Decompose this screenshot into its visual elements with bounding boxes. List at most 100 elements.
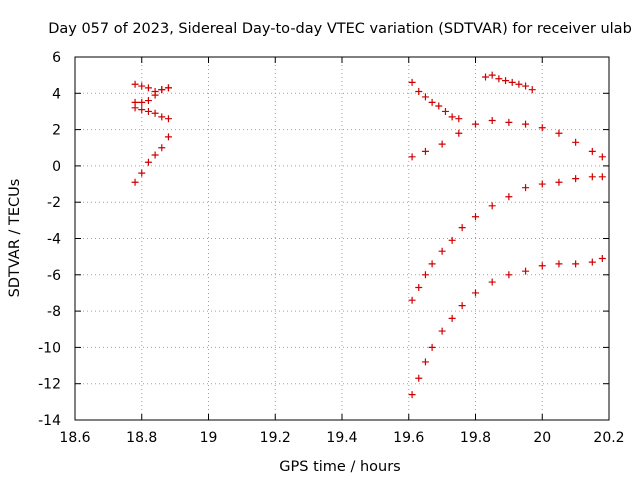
data-point: [415, 374, 423, 382]
data-point: [505, 271, 513, 279]
data-point: [151, 91, 159, 99]
x-axis-label: GPS time / hours: [279, 459, 400, 475]
y-tick-label: -2: [47, 195, 61, 211]
data-point: [588, 173, 596, 181]
y-tick-label: -10: [38, 340, 61, 356]
data-point: [555, 129, 563, 137]
data-point: [455, 129, 463, 137]
data-point: [572, 260, 580, 268]
data-point: [131, 104, 139, 112]
data-point: [131, 80, 139, 88]
data-point: [428, 260, 436, 268]
y-tick-label: 4: [52, 86, 61, 102]
data-point: [164, 115, 172, 123]
y-tick-label: -12: [38, 377, 61, 393]
data-point: [408, 391, 416, 399]
y-tick-label: -8: [47, 304, 61, 320]
x-tick-label: 18.6: [59, 430, 90, 446]
data-point: [428, 98, 436, 106]
data-point: [421, 147, 429, 155]
data-point: [515, 80, 523, 88]
data-point: [438, 327, 446, 335]
data-point: [538, 124, 546, 132]
data-point: [448, 113, 456, 121]
data-point: [522, 82, 530, 90]
data-point: [472, 213, 479, 221]
data-point: [138, 82, 146, 90]
y-tick-label: -4: [47, 232, 61, 248]
data-point: [421, 358, 429, 366]
y-tick-labels: -14 -12 -10 -8 -6 -4 -2 0 2 4 6: [38, 50, 61, 429]
data-point: [555, 178, 563, 186]
data-point: [408, 78, 416, 86]
data-point: [415, 87, 423, 95]
data-point: [144, 84, 152, 92]
data-point: [151, 151, 159, 159]
data-point: [428, 343, 436, 351]
data-point: [158, 144, 166, 152]
data-point: [572, 138, 580, 146]
data-point: [448, 314, 456, 322]
axis-ticks: [74, 56, 610, 421]
data-point: [505, 118, 513, 126]
y-tick-label: 0: [52, 159, 61, 175]
data-point: [522, 120, 530, 128]
y-axis-label: SDTVAR / TECUs: [7, 179, 23, 298]
data-point: [138, 98, 146, 106]
data-point: [438, 247, 446, 255]
x-tick-label: 19.8: [460, 430, 491, 446]
series-track-3: [131, 104, 172, 123]
data-point: [158, 113, 166, 121]
x-tick-label: 19.2: [260, 430, 291, 446]
data-point: [488, 278, 496, 286]
data-point: [495, 75, 503, 83]
data-point: [598, 153, 606, 161]
x-tick-label: 20.2: [593, 430, 624, 446]
data-point: [151, 109, 159, 117]
data-point: [438, 140, 446, 148]
data-point: [131, 178, 139, 186]
data-point: [538, 262, 546, 270]
data-point: [482, 73, 490, 81]
grid-lines: [75, 57, 609, 420]
data-point: [158, 86, 166, 94]
data-point: [458, 224, 466, 232]
data-point: [435, 102, 443, 110]
data-point: [415, 284, 423, 292]
data-point: [144, 158, 152, 166]
series-track-9: [408, 254, 606, 399]
data-point: [408, 296, 416, 304]
data-point: [448, 236, 456, 244]
series-track-7: [408, 117, 606, 161]
data-point: [421, 93, 429, 101]
data-point: [522, 184, 530, 192]
data-point: [164, 133, 172, 141]
data-point: [488, 71, 496, 79]
data-point: [488, 117, 496, 125]
data-point: [522, 267, 530, 275]
series-track-6: [482, 71, 536, 94]
data-point: [441, 107, 449, 115]
data-point: [455, 115, 463, 123]
y-tick-label: 2: [52, 123, 61, 139]
data-point: [472, 289, 479, 297]
data-point: [555, 260, 563, 268]
series-track-2: [131, 84, 172, 106]
data-points: [131, 71, 606, 399]
x-tick-label: 19: [200, 430, 218, 446]
data-point: [598, 254, 606, 262]
y-tick-label: -6: [47, 268, 61, 284]
data-point: [144, 97, 152, 105]
data-point: [421, 271, 429, 279]
data-point: [588, 147, 596, 155]
data-point: [138, 169, 146, 177]
data-point: [538, 180, 546, 188]
x-tick-label: 20: [533, 430, 551, 446]
data-point: [144, 107, 152, 115]
y-tick-label: 6: [52, 50, 61, 66]
data-point: [408, 153, 416, 161]
series-track-8: [408, 173, 606, 304]
data-point: [572, 175, 580, 183]
x-tick-label: 19.6: [393, 430, 424, 446]
series-track-5: [408, 78, 463, 123]
